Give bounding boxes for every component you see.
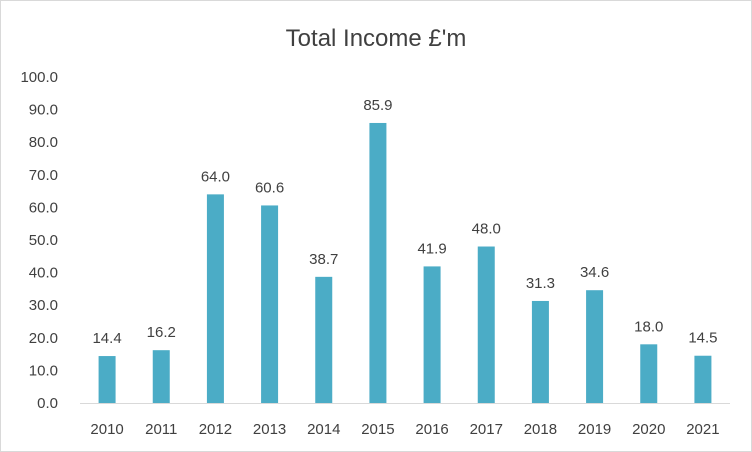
- data-label-2015: 85.9: [363, 97, 392, 114]
- bar-2015: [369, 122, 387, 403]
- x-tick-label-2020: 2020: [632, 421, 665, 438]
- bars: [98, 122, 712, 403]
- bar-2017: [477, 246, 495, 403]
- x-tick-label-2010: 2010: [90, 421, 123, 438]
- data-label-2011: 16.2: [147, 324, 176, 341]
- y-tick-label: 90.0: [29, 102, 58, 119]
- data-label-2012: 64.0: [201, 168, 230, 185]
- data-label-2010: 14.4: [92, 330, 121, 347]
- y-tick-label: 100.0: [20, 69, 58, 86]
- bar-2018: [531, 300, 549, 403]
- y-tick-label: 70.0: [29, 167, 58, 184]
- data-label-2014: 38.7: [309, 251, 338, 268]
- y-tick-label: 80.0: [29, 134, 58, 151]
- data-label-2019: 34.6: [580, 264, 609, 281]
- y-tick-label: 0.0: [37, 395, 58, 412]
- chart-title: Total Income £'m: [286, 25, 467, 52]
- bar-2011: [152, 350, 170, 403]
- x-tick-label-2019: 2019: [578, 421, 611, 438]
- x-tick-label-2015: 2015: [361, 421, 394, 438]
- data-label-2018: 31.3: [526, 275, 555, 292]
- bar-2019: [586, 290, 604, 403]
- bar-2014: [315, 276, 333, 403]
- x-tick-label-2016: 2016: [415, 421, 448, 438]
- x-tick-label-2011: 2011: [145, 421, 177, 438]
- bar-2016: [423, 266, 441, 403]
- y-tick-label: 20.0: [29, 330, 58, 347]
- data-label-2021: 14.5: [688, 330, 717, 347]
- bar-2020: [640, 344, 658, 403]
- x-tick-label-2014: 2014: [307, 421, 340, 438]
- y-axis-ticks: 0.0 10.0 20.0 30.0 40.0 50.0 60.0 70.0 80.0 90.0 1…: [20, 69, 58, 412]
- data-label-2013: 60.6: [255, 179, 284, 196]
- y-tick-label: 50.0: [29, 232, 58, 249]
- x-tick-label-2012: 2012: [199, 421, 232, 438]
- data-label-2020: 18.0: [634, 318, 663, 335]
- y-tick-label: 30.0: [29, 297, 58, 314]
- bar-2013: [261, 205, 279, 403]
- data-label-2016: 41.9: [417, 240, 446, 257]
- x-tick-label-2021: 2021: [686, 421, 719, 438]
- y-tick-label: 40.0: [29, 265, 58, 282]
- y-tick-label: 10.0: [29, 362, 58, 379]
- y-tick-label: 60.0: [29, 199, 58, 216]
- x-tick-label-2013: 2013: [253, 421, 286, 438]
- x-tick-label-2018: 2018: [524, 421, 557, 438]
- bar-2012: [206, 194, 224, 403]
- x-axis-ticks: 2010 2011 2012 2013 2014 2015 2016 2017 2018 2019…: [90, 421, 719, 438]
- data-label-2017: 48.0: [472, 221, 501, 238]
- bar-2021: [694, 355, 712, 403]
- data-labels: 14.4 16.2 64.0 60.6 38.7 85.9 41.9 48.0 31.3 34.6…: [92, 97, 717, 347]
- bar-2010: [98, 356, 116, 403]
- x-tick-label-2017: 2017: [470, 421, 503, 438]
